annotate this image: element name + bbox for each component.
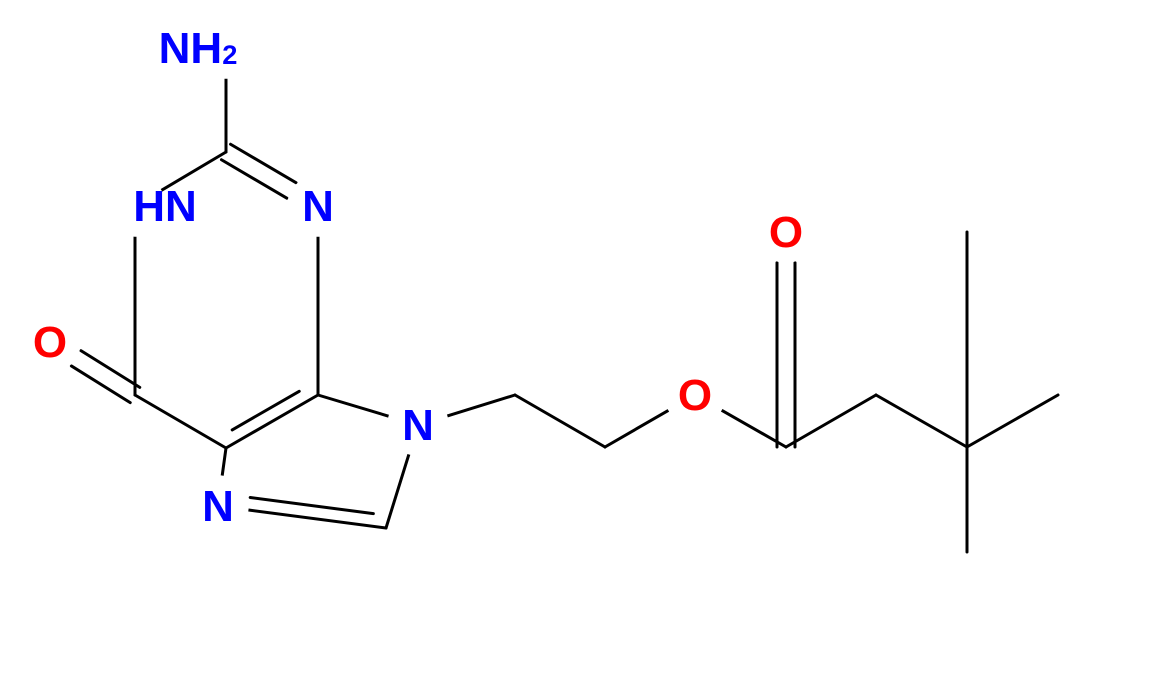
bond	[967, 395, 1058, 447]
bond	[447, 395, 515, 416]
bond	[318, 395, 388, 416]
atom-label-O17: O	[769, 208, 803, 257]
bond	[515, 395, 605, 447]
label-halos-layer	[19, 17, 817, 537]
bond	[605, 410, 668, 447]
bond	[226, 395, 318, 448]
atom-label-N11v: N	[202, 482, 234, 531]
bond	[81, 351, 140, 388]
molecule-diagram: OHNNH2NNNOO	[0, 0, 1158, 695]
bond	[876, 395, 967, 447]
atom-label-O15: O	[678, 371, 712, 420]
bond	[231, 144, 296, 182]
atom-label-N6: N	[302, 182, 334, 231]
bond	[786, 395, 876, 447]
bond	[386, 454, 409, 528]
atom-label-N9: N	[402, 401, 434, 450]
atom-label-O1: O	[33, 318, 67, 367]
bond	[71, 366, 130, 403]
bond	[135, 395, 226, 448]
bond	[222, 448, 226, 475]
bond	[221, 160, 286, 198]
atom-label-N3: HN	[133, 182, 197, 231]
